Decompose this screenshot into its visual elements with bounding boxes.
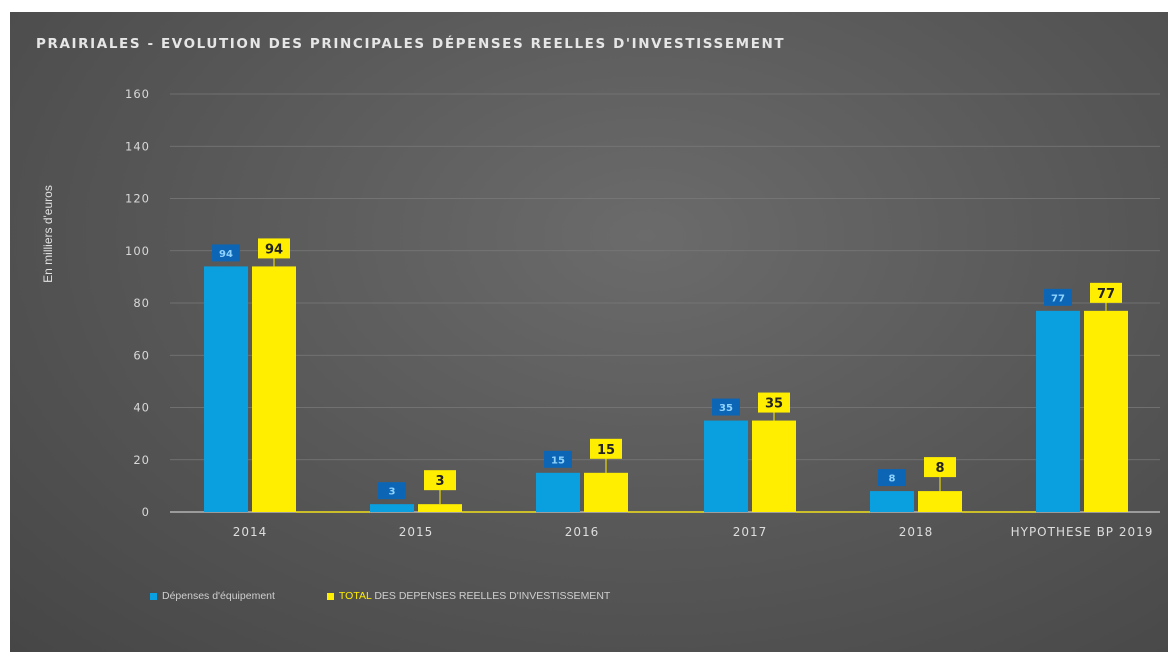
data-label-equipement: 94	[219, 249, 233, 260]
data-label-box-equipement	[212, 244, 240, 262]
data-label-box-total	[424, 470, 456, 491]
legend-item-equipement: Dépenses d'équipement	[150, 590, 275, 602]
data-label-equipement: 35	[719, 403, 733, 414]
data-label-box-equipement	[1044, 288, 1072, 306]
y-tick-label: 120	[125, 192, 150, 206]
bar-equipement	[704, 420, 748, 512]
data-label-equipement: 15	[551, 455, 565, 466]
legend-label-total-word: TOTAL	[338, 590, 372, 602]
data-label-total: 8	[935, 461, 944, 476]
y-tick-label: 20	[133, 453, 150, 467]
data-label-box-equipement	[378, 482, 406, 500]
data-label-total: 3	[435, 474, 444, 489]
bar-total	[584, 472, 628, 512]
bar-equipement	[204, 266, 248, 512]
x-tick-label: HYPOTHESE BP 2019	[1011, 525, 1154, 539]
x-tick-label: 2017	[733, 525, 768, 539]
data-label-box-total	[758, 392, 790, 413]
data-label-total: 77	[1097, 287, 1115, 302]
bar-total	[1084, 310, 1128, 512]
x-tick-label: 2014	[233, 525, 268, 539]
y-tick-label: 80	[133, 296, 150, 310]
data-label-total: 35	[765, 397, 783, 412]
chart-panel: PRAIRIALES - EVOLUTION DES PRINCIPALES D…	[10, 12, 1168, 652]
bar-equipement	[536, 472, 580, 512]
data-label-box-total	[1090, 282, 1122, 303]
x-tick-label: 2015	[399, 525, 434, 539]
data-label-box-total	[258, 238, 290, 259]
bar-chart: 0 20 40 60 80 100 120 140 160 94 94 2014 3 3 2015 15 15 2…	[125, 87, 1160, 539]
legend: Dépenses d'équipement TOTAL DES DEPENSES…	[150, 590, 610, 602]
data-label-box-total	[924, 457, 956, 478]
data-label-total: 94	[265, 242, 283, 257]
data-label-equipement: 3	[389, 487, 396, 498]
legend-swatch-blue	[150, 592, 157, 600]
chart-title: PRAIRIALES - EVOLUTION DES PRINCIPALES D…	[36, 36, 786, 52]
legend-swatch-yellow	[326, 592, 334, 600]
data-label-total: 15	[597, 443, 615, 458]
bar-equipement	[1036, 310, 1080, 512]
data-label-box-equipement	[878, 469, 906, 487]
data-label-box-total	[590, 438, 622, 459]
legend-label-equipement: Dépenses d'équipement	[162, 590, 275, 602]
y-tick-label: 160	[125, 87, 150, 101]
data-label-equipement: 8	[889, 474, 896, 485]
bar-equipement	[370, 504, 414, 512]
bar-total	[918, 491, 962, 512]
bar-total	[252, 266, 296, 512]
bar-total	[752, 420, 796, 512]
y-tick-label: 40	[133, 401, 150, 415]
y-tick-label: 0	[142, 505, 150, 519]
x-tick-label: 2016	[565, 525, 600, 539]
x-tick-label: 2018	[899, 525, 934, 539]
data-label-equipement: 77	[1051, 293, 1065, 304]
legend-label-total-rest: DES DEPENSES REELLES D'INVESTISSEMENT	[371, 590, 611, 602]
bar-total	[418, 504, 462, 512]
y-tick-label: 60	[133, 348, 150, 362]
data-label-box-equipement	[544, 450, 572, 468]
y-tick-label: 140	[125, 139, 150, 153]
y-tick-label: 100	[125, 244, 150, 258]
bar-equipement	[870, 491, 914, 512]
legend-item-total: TOTAL DES DEPENSES REELLES D'INVESTISSEM…	[326, 590, 611, 602]
data-label-box-equipement	[712, 398, 740, 416]
